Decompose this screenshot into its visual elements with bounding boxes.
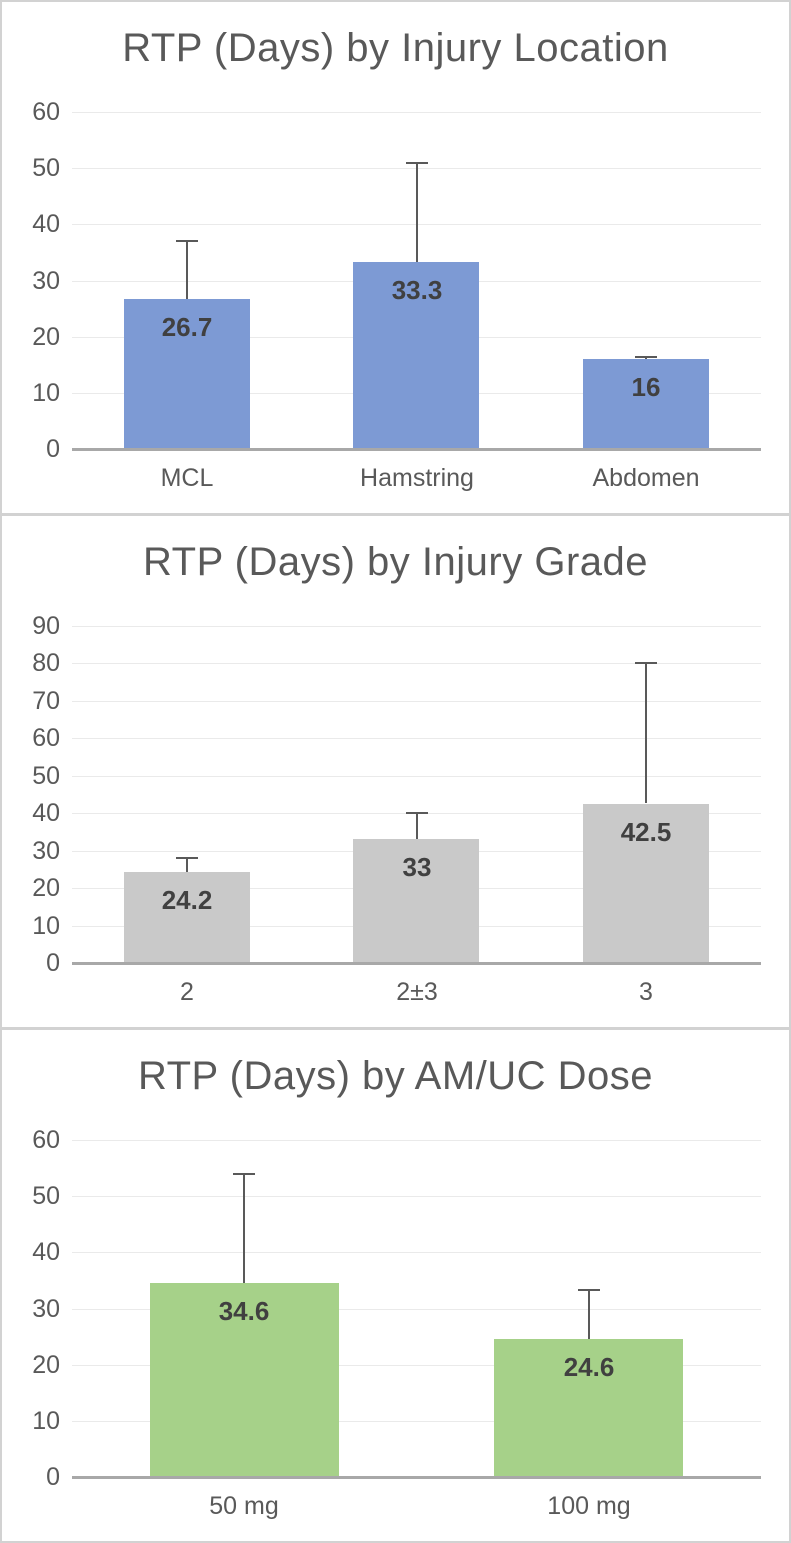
error-bar-line — [588, 1290, 590, 1339]
error-bar-cap — [176, 857, 198, 859]
chart-title: RTP (Days) by AM/UC Dose — [137, 1054, 654, 1098]
bar-value-label: 24.6 — [563, 1352, 615, 1382]
bar — [150, 1283, 339, 1477]
chart-rtp-by-injury-location: RTP (Days) by Injury Location 0 10 20 30 40 5… — [0, 0, 791, 515]
x-axis-category-label: 100 mg — [547, 1492, 631, 1520]
gridline — [72, 701, 761, 702]
y-axis-tick-label: 50 — [32, 762, 60, 790]
x-axis-category-label: 50 mg — [209, 1492, 279, 1520]
y-axis-tick-label: 50 — [32, 154, 60, 182]
error-bar-line — [416, 813, 418, 839]
gridline — [72, 1309, 761, 1310]
gridline — [72, 1196, 761, 1197]
x-axis-category-label: 2 — [180, 978, 194, 1006]
gridline — [72, 1140, 761, 1141]
bar — [353, 839, 479, 963]
bar — [494, 1339, 683, 1477]
y-axis-tick-label: 30 — [32, 267, 60, 295]
y-axis-tick-label: 0 — [46, 1463, 60, 1491]
y-axis-tick-label: 20 — [32, 323, 60, 351]
chart-title: RTP (Days) by Injury Location — [122, 26, 669, 70]
y-axis-tick-label: 40 — [32, 1238, 60, 1266]
y-axis-tick-label: 0 — [46, 435, 60, 463]
error-bar-cap — [635, 356, 657, 358]
bar-value-label: 33.3 — [391, 275, 443, 305]
gridline — [72, 776, 761, 777]
bar — [353, 262, 479, 449]
x-axis-line — [72, 1476, 761, 1479]
bar-value-label: 42.5 — [620, 817, 672, 847]
x-axis-line — [72, 962, 761, 965]
gridline — [72, 1365, 761, 1366]
error-bar-cap — [578, 1289, 600, 1291]
error-bar-line — [243, 1174, 245, 1283]
gridline — [72, 112, 761, 113]
error-bar-cap — [406, 162, 428, 164]
bar — [124, 299, 250, 449]
plot-area: 0 10 20 30 40 50 60 34.6 50 mg 24.6 100 mg — [2, 1030, 789, 1541]
bar-value-label: 33 — [402, 852, 432, 882]
bar — [583, 359, 709, 449]
y-axis-tick-label: 20 — [32, 874, 60, 902]
y-axis-tick-label: 0 — [46, 949, 60, 977]
y-axis-tick-label: 30 — [32, 837, 60, 865]
error-bar-cap — [176, 240, 198, 242]
y-axis-tick-label: 80 — [32, 649, 60, 677]
bar — [583, 804, 709, 963]
plot-area: 0 10 20 30 40 50 60 26.7 MCL 33.3 Hamstring 16 Abdom… — [2, 2, 789, 513]
error-bar-line — [645, 357, 647, 359]
x-axis-category-label: Abdomen — [592, 464, 700, 492]
y-axis-tick-label: 60 — [32, 98, 60, 126]
chart-rtp-by-injury-grade: RTP (Days) by Injury Grade 0 10 20 30 40 50 60… — [0, 514, 791, 1029]
plot-area: 0 10 20 30 40 50 60 70 80 90 24.2 2 33 2±3 42.5 3 — [2, 516, 789, 1027]
y-axis-tick-label: 10 — [32, 912, 60, 940]
error-bar-cap — [406, 812, 428, 814]
y-axis-tick-label: 40 — [32, 799, 60, 827]
gridline — [72, 1252, 761, 1253]
gridline — [72, 1421, 761, 1422]
error-bar-line — [186, 858, 188, 872]
bar-value-label: 34.6 — [218, 1296, 270, 1326]
x-axis-category-label: 3 — [639, 978, 653, 1006]
y-axis-tick-label: 60 — [32, 1126, 60, 1154]
y-axis-tick-label: 30 — [32, 1295, 60, 1323]
gridline — [72, 663, 761, 664]
chart-rtp-by-amuc-dose: RTP (Days) by AM/UC Dose 0 10 20 30 40 50 60 34… — [0, 1028, 791, 1543]
y-axis-tick-label: 20 — [32, 1351, 60, 1379]
bar-value-label: 26.7 — [161, 312, 213, 342]
error-bar-line — [645, 663, 647, 803]
gridline — [72, 738, 761, 739]
error-bar-line — [416, 163, 418, 262]
y-axis-tick-label: 50 — [32, 1182, 60, 1210]
x-axis-category-label: MCL — [160, 464, 214, 492]
x-axis-category-label: Hamstring — [360, 464, 474, 492]
y-axis-tick-label: 10 — [32, 379, 60, 407]
bar-value-label: 16 — [631, 372, 661, 402]
error-bar-cap — [233, 1173, 255, 1175]
chart-title: RTP (Days) by Injury Grade — [142, 540, 648, 584]
bar-value-label: 24.2 — [161, 885, 213, 915]
y-axis-tick-label: 10 — [32, 1407, 60, 1435]
y-axis-tick-label: 70 — [32, 687, 60, 715]
y-axis-tick-label: 90 — [32, 612, 60, 640]
bar — [124, 872, 250, 963]
y-axis-tick-label: 60 — [32, 724, 60, 752]
x-axis-line — [72, 448, 761, 451]
error-bar-cap — [635, 662, 657, 664]
y-axis-tick-label: 40 — [32, 210, 60, 238]
gridline — [72, 626, 761, 627]
x-axis-category-label: 2±3 — [396, 978, 438, 1006]
error-bar-line — [186, 241, 188, 299]
